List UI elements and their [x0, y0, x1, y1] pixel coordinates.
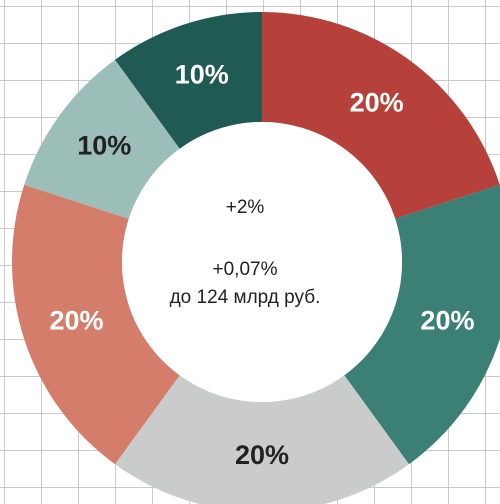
value-label: 20% [50, 305, 104, 335]
wedge [262, 12, 500, 219]
value-label: 10% [77, 131, 131, 161]
wedge [24, 59, 180, 219]
value-label: 20% [420, 305, 474, 335]
value-label: 20% [350, 87, 404, 117]
wedge [115, 12, 263, 149]
annotation: +0,07% [213, 259, 278, 280]
annotation: +2% [226, 197, 265, 218]
wedge [344, 184, 500, 465]
wedge [115, 375, 409, 504]
value-label: 10% [175, 60, 229, 90]
donut-hole [122, 122, 402, 402]
wedge [12, 184, 180, 465]
value-label: 20% [235, 440, 289, 470]
annotation: до 124 млрд руб. [170, 287, 321, 308]
donut [12, 12, 500, 504]
